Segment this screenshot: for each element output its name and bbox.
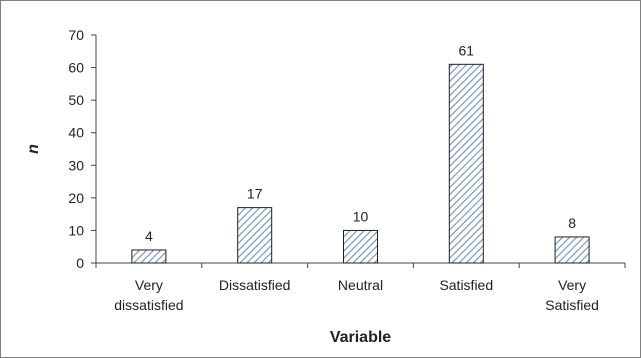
x-category-label: Very [558,277,586,293]
data-label: 4 [145,228,153,244]
y-tick-label: 60 [68,60,84,76]
bar [343,229,378,264]
x-category-label: Satisfied [545,297,599,313]
data-labels: 4 17 10 61 8 [145,42,576,244]
bar [131,249,167,264]
x-category-label: Dissatisfied [219,277,291,293]
y-tick-label: 0 [76,255,84,271]
x-axis-title: Variable [330,329,391,346]
x-axis: Very dissatisfied Dissatisfied Neutral Satis… [95,262,626,313]
bar [448,63,484,264]
bar [554,236,590,264]
y-tick-label: 40 [68,125,84,141]
data-label: 10 [353,208,369,224]
y-tick-label: 50 [68,92,84,108]
x-category-label: Very [135,277,163,293]
x-category-label: dissatisfied [114,297,183,313]
data-label: 8 [568,215,576,231]
bar [237,207,273,264]
y-axis: 0 10 20 30 40 50 60 70 [68,27,97,271]
x-category-label: Neutral [338,277,383,293]
y-axis-title: n [25,144,42,154]
data-label: 17 [247,186,263,202]
x-category-label: Satisfied [439,277,493,293]
data-label: 61 [459,42,475,58]
y-tick-label: 70 [68,27,84,43]
y-tick-label: 30 [68,157,84,173]
y-tick-label: 20 [68,190,84,206]
bars [131,63,590,264]
y-tick-label: 10 [68,222,84,238]
